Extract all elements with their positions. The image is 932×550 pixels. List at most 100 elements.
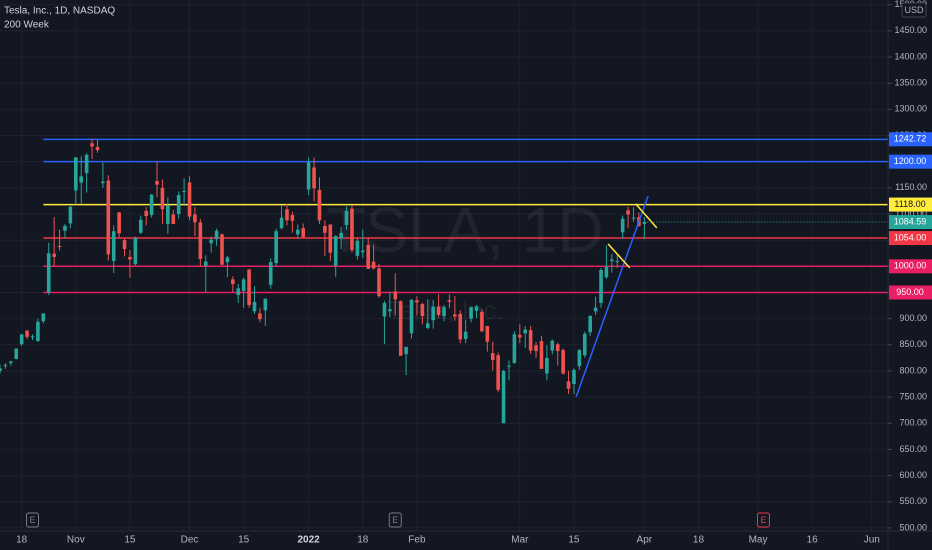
candle-body [301,228,306,238]
candle-body [279,217,284,229]
level-label-box [889,132,932,147]
y-tick-label: 850.00 [899,339,927,349]
candle-body [258,313,262,320]
candle-body [339,232,343,239]
candle-body [122,240,127,250]
earnings-marker [388,512,402,528]
candle-body [328,224,333,253]
candle-body [333,235,338,266]
candle-body [36,321,40,342]
candle-body [534,345,538,352]
candle-body [138,219,143,233]
watermark: TSLA, 1D [326,194,603,266]
currency-badge[interactable] [901,2,927,18]
candle-body [572,369,576,385]
candle-body [133,238,138,265]
candle-body [582,333,587,356]
x-tick-label: 2022 [298,535,321,546]
candle-body [620,218,625,233]
price-axis: 500.00 550.00 600.00 650.00 700.00 750.00 800.… [888,0,932,532]
candle-body [350,208,354,251]
candle-body [241,279,246,291]
candle-body [512,334,517,364]
candle-body [555,344,560,352]
candle-body [610,259,614,262]
candle-body [425,323,430,329]
y-tick-label: 750.00 [899,391,927,401]
candle-body [247,269,251,306]
candle-body [285,209,289,221]
candle-body [128,256,132,260]
candle-body [577,350,582,367]
y-tick-label: 1100.00 [895,208,927,218]
candle-body [382,302,387,317]
candle-body [409,299,414,334]
candle-body [485,325,490,342]
candle-body [415,300,419,303]
candle-body [436,306,441,315]
candle-body [442,307,446,317]
candle-body [371,261,376,269]
x-tick-label: May [749,535,768,546]
y-tick-label: 1450.00 [894,25,927,35]
candle-body [626,210,630,215]
candle-body [604,266,609,278]
candle-body [344,210,349,225]
candle-body [30,336,35,338]
y-tick-label: 500.00 [899,522,927,532]
currency: USD [904,5,924,15]
candle-body [317,189,322,221]
level-label: 1242.72 [894,134,927,144]
indicator-label: 200 Week [4,20,50,31]
candle-body [90,143,94,147]
candle-body [155,181,159,185]
candle-body [507,365,511,367]
y-tick-label: 900.00 [899,313,927,323]
level-label-box [889,285,932,300]
candle-body [490,353,495,360]
level-label: 1054.00 [894,232,927,242]
candle-body [523,329,528,334]
candle-body [458,313,463,340]
candle-body [9,361,13,364]
level-label: 1000.00 [894,261,927,271]
candle-body [453,314,457,317]
candle-body [312,167,316,189]
x-tick-label: 16 [807,535,819,546]
candle-body [79,176,84,183]
candle-body [95,147,100,151]
x-tick-label: Apr [637,535,653,546]
plot [0,138,888,424]
candle-body [46,253,51,293]
candle-body [149,194,154,216]
x-tick-label: Feb [408,535,426,546]
candle-body [420,303,425,317]
level-label-box [889,259,932,274]
candle-body [528,330,533,351]
candle-body [561,350,565,374]
candle-body [74,157,78,191]
candle-body [209,239,213,244]
level-label-box [889,154,932,169]
earnings-marker [25,512,39,528]
earnings-label: E [392,515,398,525]
candle-body [182,190,186,192]
x-tick-label: 15 [124,535,136,546]
candle-body [518,334,522,338]
candle-body [57,245,62,247]
candle-body [323,226,327,233]
candle-body [236,288,241,296]
candle-body [566,381,571,389]
level-label: 1118.00 [894,199,925,209]
candle-body [252,301,257,312]
candle-body [166,205,170,224]
candle-body [274,231,278,264]
candle-body [203,261,208,266]
candle-body [501,370,506,424]
candle-body [593,307,598,312]
candle-body [431,306,435,321]
candle-body [447,300,452,302]
candle-body [214,230,219,240]
candle-body [631,217,636,219]
candle-body [220,234,224,265]
